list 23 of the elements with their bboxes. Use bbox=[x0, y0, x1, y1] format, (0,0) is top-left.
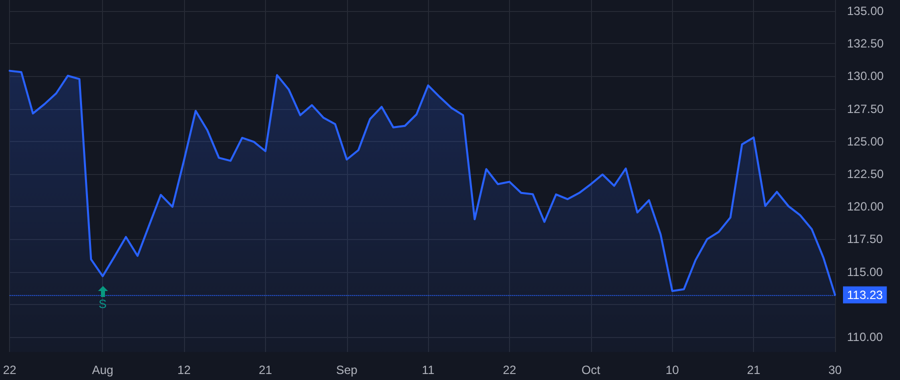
x-tick-label: 22 bbox=[502, 363, 517, 377]
y-tick-label: 122.50 bbox=[847, 166, 884, 181]
y-tick-label: 117.50 bbox=[847, 232, 884, 246]
x-tick-label: 30 bbox=[828, 363, 842, 377]
x-tick-label: 10 bbox=[666, 363, 680, 377]
y-tick-label: 135.00 bbox=[847, 4, 884, 18]
x-tick-label: Sep bbox=[336, 363, 358, 377]
x-tick-label: Oct bbox=[582, 363, 601, 377]
x-tick-label: Aug bbox=[92, 363, 114, 377]
y-tick-label: 110.00 bbox=[847, 330, 884, 344]
y-tick-label: 127.50 bbox=[847, 102, 884, 116]
y-tick-label: 125.00 bbox=[847, 134, 884, 148]
y-tick-label: 130.00 bbox=[847, 69, 884, 84]
x-tick-label: 11 bbox=[422, 363, 435, 377]
annotation: S bbox=[98, 297, 107, 312]
y-tick-label: 132.50 bbox=[847, 36, 884, 51]
x-tick-label: 12 bbox=[177, 363, 192, 377]
y-tick-label: 120.00 bbox=[847, 200, 884, 214]
x-tick-label: 21 bbox=[258, 363, 272, 377]
x-tick-label: 21 bbox=[746, 363, 761, 377]
ref-line-label: 113.23 bbox=[847, 288, 884, 302]
y-tick-label: 115.00 bbox=[847, 264, 884, 279]
x-tick-label: 22 bbox=[2, 363, 17, 377]
